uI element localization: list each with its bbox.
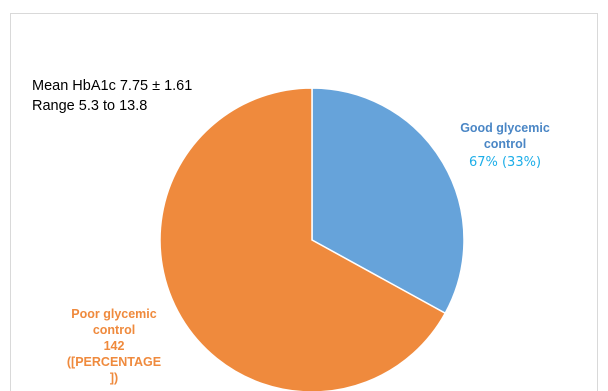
mean-hba1c-text: Mean HbA1c 7.75 ± 1.61 <box>32 78 193 94</box>
good-label-line1: Good glycemic <box>460 121 550 135</box>
good-value-label: 67% (33%) <box>469 155 541 170</box>
poor-label-line2: control <box>93 323 135 337</box>
poor-label-line1: Poor glycemic <box>71 307 156 321</box>
poor-value-label: 142 <box>104 339 125 353</box>
poor-percent-line1: ([PERCENTAGE <box>67 355 161 369</box>
good-label-line2: control <box>484 137 526 151</box>
pie-slice-good <box>311 87 465 315</box>
stats-annotation: Mean HbA1c 7.75 ± 1.61 Range 5.3 to 13.8 <box>32 76 192 116</box>
range-text: Range 5.3 to 13.8 <box>32 98 148 114</box>
pie-slice-poor <box>159 87 447 391</box>
poor-percent-line2: ]) <box>110 371 118 385</box>
